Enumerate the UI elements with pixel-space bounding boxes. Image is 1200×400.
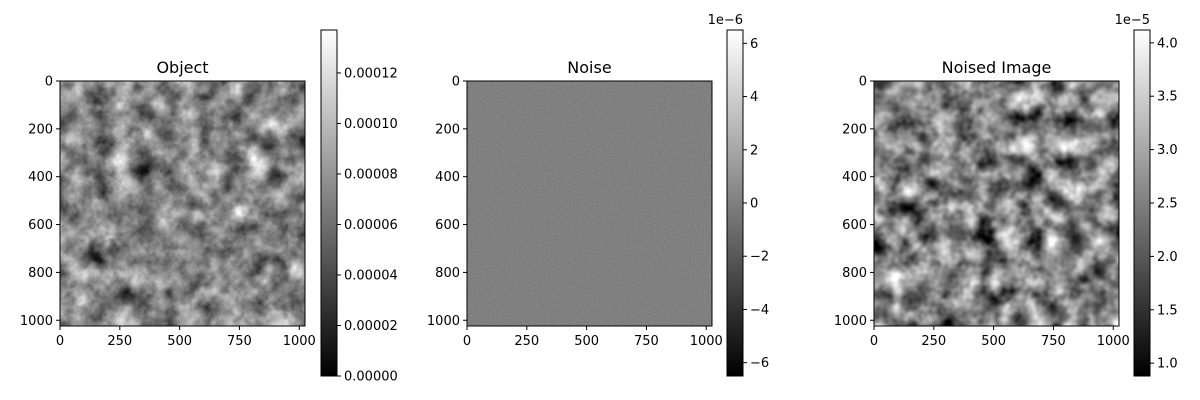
x-tick-label-2-4: 1000 <box>1097 334 1130 349</box>
colorbar-tick-label-1-6: 6 <box>750 37 758 52</box>
colorbar-tick-label-0-4: 0.00008 <box>344 167 398 182</box>
colorbar-tick-label-0-3: 0.00006 <box>344 218 398 233</box>
colorbar-tick-label-2-0: 1.0 <box>1157 357 1178 372</box>
y-tick-label-1-5: 1000 <box>427 314 460 329</box>
y-tick-label-0-5: 1000 <box>20 314 53 329</box>
plot-frame-0 <box>59 80 306 327</box>
colorbar-tick-label-2-4: 3.0 <box>1157 143 1178 158</box>
colorbar-1 <box>727 30 743 376</box>
colorbar-offset-1: 1e−6 <box>708 13 743 28</box>
x-tick-label-2-0: 0 <box>870 334 878 349</box>
x-tick-label-0-0: 0 <box>56 334 64 349</box>
colorbar-tick-label-1-2: −2 <box>750 250 769 265</box>
chart-title-1: Noise <box>567 58 611 77</box>
colorbar-tick-label-1-1: −4 <box>750 303 769 318</box>
plot-frame-1 <box>466 80 713 327</box>
colorbar-tick-label-1-4: 2 <box>750 143 758 158</box>
colorbar-tick-label-0-0: 0.00000 <box>344 370 398 385</box>
x-tick-label-2-3: 750 <box>1041 334 1066 349</box>
colorbar-tick-label-2-6: 4.0 <box>1157 36 1178 51</box>
y-tick-label-1-3: 600 <box>435 218 460 233</box>
colorbar-tick-label-0-2: 0.00004 <box>344 268 398 283</box>
y-tick-label-0-4: 800 <box>28 266 53 281</box>
x-tick-label-2-1: 250 <box>921 334 946 349</box>
x-tick-label-0-2: 500 <box>167 334 192 349</box>
colorbar-frame-0 <box>320 29 338 377</box>
y-tick-label-1-1: 200 <box>435 122 460 137</box>
y-tick-label-0-1: 200 <box>28 122 53 137</box>
plot-frame-2 <box>873 80 1120 327</box>
colorbar-tick-label-2-3: 2.5 <box>1157 197 1178 212</box>
colorbar-tick-label-1-5: 4 <box>750 90 758 105</box>
x-tick-label-0-3: 750 <box>227 334 252 349</box>
image-1 <box>467 81 712 326</box>
x-tick-label-1-3: 750 <box>634 334 659 349</box>
colorbar-tick-label-0-1: 0.00002 <box>344 319 398 334</box>
colorbar-offset-2: 1e−5 <box>1115 13 1150 28</box>
y-tick-label-2-1: 200 <box>842 122 867 137</box>
x-tick-label-0-4: 1000 <box>283 334 316 349</box>
y-tick-label-2-5: 1000 <box>834 314 867 329</box>
y-tick-label-0-2: 400 <box>28 170 53 185</box>
image-2 <box>874 81 1119 326</box>
colorbar-2 <box>1134 30 1150 376</box>
x-tick-label-1-1: 250 <box>514 334 539 349</box>
y-tick-label-2-4: 800 <box>842 266 867 281</box>
x-tick-label-1-2: 500 <box>574 334 599 349</box>
y-tick-label-1-0: 0 <box>452 75 460 90</box>
y-tick-label-2-0: 0 <box>859 75 867 90</box>
chart-title-2: Noised Image <box>942 58 1052 77</box>
x-tick-label-0-1: 250 <box>107 334 132 349</box>
y-tick-label-0-3: 600 <box>28 218 53 233</box>
x-tick-label-2-2: 500 <box>981 334 1006 349</box>
colorbar-tick-label-1-0: −6 <box>750 356 769 371</box>
colorbar-tick-label-0-5: 0.00010 <box>344 117 398 132</box>
y-tick-label-2-3: 600 <box>842 218 867 233</box>
chart-title-0: Object <box>156 58 208 77</box>
colorbar-tick-label-2-2: 2.0 <box>1157 250 1178 265</box>
colorbar-tick-label-1-3: 0 <box>750 197 758 212</box>
x-tick-label-1-0: 0 <box>463 334 471 349</box>
image-0 <box>60 81 305 326</box>
y-tick-label-1-2: 400 <box>435 170 460 185</box>
colorbar-tick-label-2-5: 3.5 <box>1157 90 1178 105</box>
y-tick-label-1-4: 800 <box>435 266 460 281</box>
x-tick-label-1-4: 1000 <box>690 334 723 349</box>
colorbar-tick-label-0-6: 0.00012 <box>344 66 398 81</box>
y-tick-label-2-2: 400 <box>842 170 867 185</box>
colorbar-tick-label-2-1: 1.5 <box>1157 303 1178 318</box>
colorbar-0 <box>321 30 337 376</box>
y-tick-label-0-0: 0 <box>45 75 53 90</box>
